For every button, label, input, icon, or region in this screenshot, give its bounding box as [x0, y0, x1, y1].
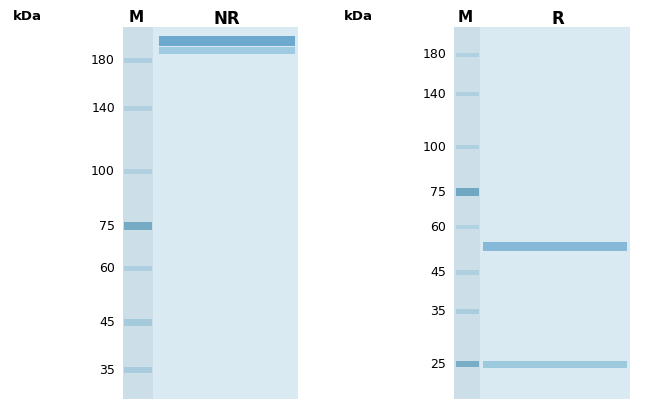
- Text: 100: 100: [91, 165, 115, 178]
- Bar: [124, 58, 151, 63]
- Text: 100: 100: [422, 141, 447, 154]
- Text: 75: 75: [430, 186, 447, 199]
- Text: 180: 180: [422, 48, 447, 62]
- Text: 35: 35: [430, 305, 447, 318]
- Bar: [124, 223, 151, 230]
- Bar: [124, 106, 151, 111]
- Bar: [159, 35, 295, 46]
- Bar: [124, 266, 151, 271]
- Text: 45: 45: [430, 266, 447, 279]
- Text: 45: 45: [99, 316, 115, 329]
- Text: M: M: [129, 10, 144, 25]
- Text: kDa: kDa: [12, 10, 42, 23]
- Bar: [456, 145, 478, 149]
- Bar: [456, 53, 478, 57]
- Text: M: M: [457, 10, 473, 25]
- Bar: [123, 27, 153, 399]
- Text: 140: 140: [91, 102, 115, 115]
- Bar: [454, 27, 630, 399]
- Text: 25: 25: [430, 358, 447, 371]
- Bar: [456, 188, 478, 196]
- Bar: [456, 92, 478, 97]
- Bar: [454, 27, 480, 399]
- Text: 60: 60: [99, 262, 115, 275]
- Bar: [124, 319, 151, 326]
- Text: 75: 75: [99, 220, 115, 233]
- Text: 140: 140: [422, 88, 447, 101]
- Bar: [483, 242, 627, 251]
- Bar: [124, 169, 151, 174]
- Bar: [124, 367, 151, 373]
- Bar: [456, 362, 478, 367]
- Bar: [456, 225, 478, 229]
- Text: R: R: [552, 10, 564, 28]
- Bar: [483, 361, 627, 368]
- Bar: [159, 47, 295, 54]
- Text: 60: 60: [430, 220, 447, 234]
- Bar: [456, 270, 478, 275]
- Text: NR: NR: [213, 10, 240, 28]
- Bar: [123, 27, 298, 399]
- Text: kDa: kDa: [344, 10, 373, 23]
- Bar: [456, 309, 478, 314]
- Text: 35: 35: [99, 364, 115, 377]
- Text: 180: 180: [91, 54, 115, 67]
